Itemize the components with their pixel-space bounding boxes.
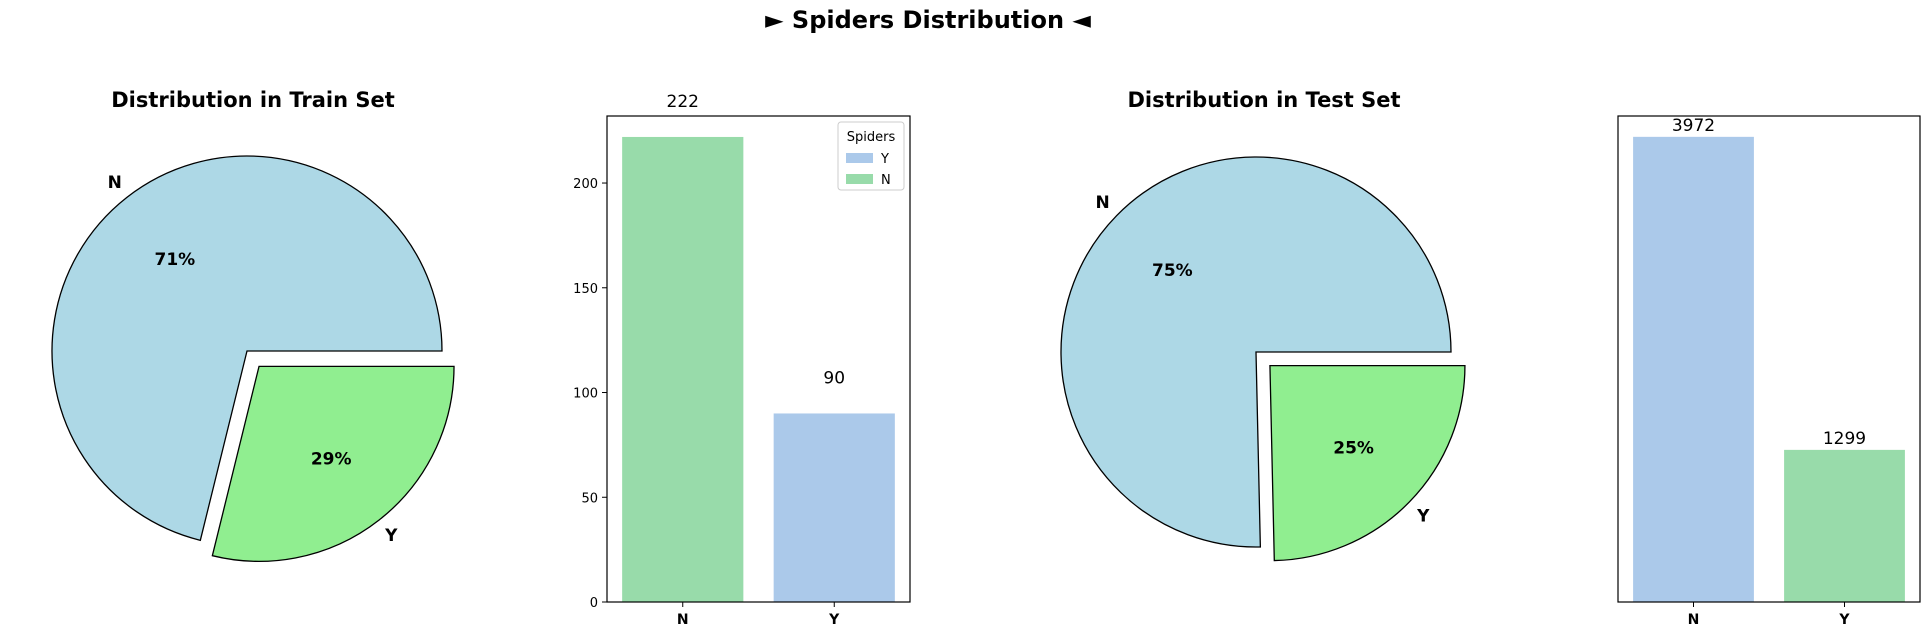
test-bar-chart: 3972 N 1299 Y <box>1617 115 1921 628</box>
train-pie-percent-y: 29% <box>311 449 352 469</box>
train-pie-title: Distribution in Train Set <box>111 88 395 112</box>
test-bar-value-y: 1299 <box>1823 429 1866 449</box>
train-pie-slice-n <box>51 155 443 542</box>
train-ytick-label-150: 150 <box>573 282 598 297</box>
test-pie-slice-n <box>1060 156 1452 548</box>
test-bar-value-n: 3972 <box>1672 116 1715 136</box>
test-bar-n <box>1633 136 1754 602</box>
train-xtick-label-n: N <box>677 612 689 628</box>
test-pie-slice-y <box>1269 364 1466 562</box>
train-pie-chart: Distribution in Train Set 71% N 29% Y <box>51 88 455 562</box>
train-legend-swatch-y <box>846 153 873 163</box>
train-bar-value-n: 222 <box>667 92 699 112</box>
train-pie-label-n: N <box>108 173 122 193</box>
train-bar-n <box>622 136 744 602</box>
train-legend-label-y: Y <box>880 152 889 167</box>
test-pie-percent-y: 25% <box>1333 438 1374 458</box>
train-ytick-label-0: 0 <box>590 596 598 611</box>
train-ytick-label-200: 200 <box>573 177 598 192</box>
train-bar-value-y: 90 <box>823 368 845 388</box>
train-ytick-label-50: 50 <box>581 491 598 506</box>
train-pie-percent-n: 71% <box>154 250 195 270</box>
test-bar-y <box>1784 449 1905 602</box>
test-pie-label-y: Y <box>1416 507 1430 527</box>
test-pie-title: Distribution in Test Set <box>1127 88 1400 112</box>
train-pie-slice-y <box>211 365 455 562</box>
figure-title: ► Spiders Distribution ◄ <box>765 6 1091 34</box>
test-pie-percent-n: 75% <box>1152 261 1193 281</box>
train-xtick-label-y: Y <box>828 612 840 628</box>
train-bar-y <box>773 413 895 602</box>
train-legend: Spiders YN <box>837 121 905 191</box>
test-pie-label-n: N <box>1096 193 1110 213</box>
test-xtick-label-n: N <box>1688 612 1700 628</box>
train-plot-frame <box>606 115 911 603</box>
train-pie-label-y: Y <box>384 526 398 546</box>
train-ytick-label-100: 100 <box>573 387 598 402</box>
train-legend-title: Spiders <box>847 130 896 145</box>
test-xtick-label-y: Y <box>1838 612 1850 628</box>
train-legend-label-n: N <box>881 173 891 188</box>
test-pie-chart: Distribution in Test Set 75% N 25% Y <box>1060 88 1466 562</box>
test-plot-frame <box>1617 115 1921 603</box>
train-legend-swatch-n <box>846 174 873 184</box>
